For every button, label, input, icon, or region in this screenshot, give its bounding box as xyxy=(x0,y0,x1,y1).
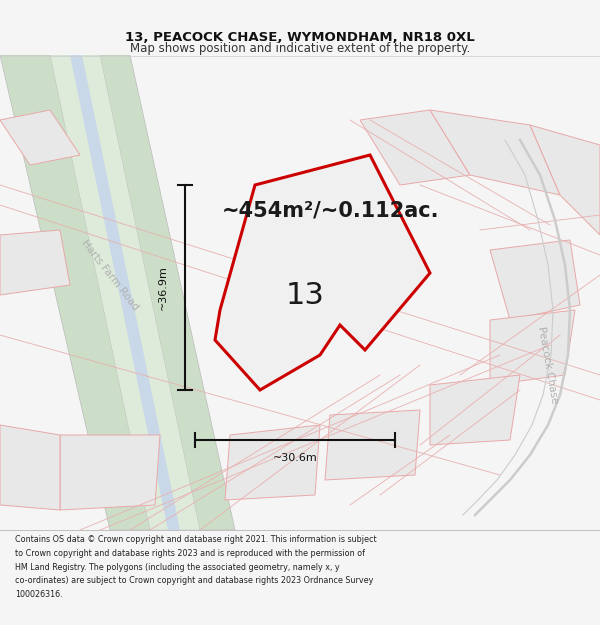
Text: to Crown copyright and database rights 2023 and is reproduced with the permissio: to Crown copyright and database rights 2… xyxy=(15,549,365,558)
Polygon shape xyxy=(360,110,470,185)
Polygon shape xyxy=(325,410,420,480)
Text: Harts Farm Road: Harts Farm Road xyxy=(80,238,140,312)
Text: Contains OS data © Crown copyright and database right 2021. This information is : Contains OS data © Crown copyright and d… xyxy=(15,535,377,544)
Polygon shape xyxy=(430,110,560,195)
Polygon shape xyxy=(0,425,60,510)
Text: 13, PEACOCK CHASE, WYMONDHAM, NR18 0XL: 13, PEACOCK CHASE, WYMONDHAM, NR18 0XL xyxy=(125,31,475,44)
Polygon shape xyxy=(225,425,320,500)
Text: HM Land Registry. The polygons (including the associated geometry, namely x, y: HM Land Registry. The polygons (includin… xyxy=(15,562,340,571)
Text: Peacock Chase: Peacock Chase xyxy=(536,326,560,404)
Text: ~36.9m: ~36.9m xyxy=(158,265,168,310)
Text: 100026316.: 100026316. xyxy=(15,590,62,599)
Polygon shape xyxy=(490,240,580,320)
Polygon shape xyxy=(70,55,180,530)
Polygon shape xyxy=(530,125,600,235)
Text: Map shows position and indicative extent of the property.: Map shows position and indicative extent… xyxy=(130,42,470,55)
Text: co-ordinates) are subject to Crown copyright and database rights 2023 Ordnance S: co-ordinates) are subject to Crown copyr… xyxy=(15,576,373,585)
Polygon shape xyxy=(0,55,235,530)
Polygon shape xyxy=(0,230,70,295)
Text: ~30.6m: ~30.6m xyxy=(272,453,317,463)
Polygon shape xyxy=(430,375,520,445)
Text: ~454m²/~0.112ac.: ~454m²/~0.112ac. xyxy=(221,200,439,220)
Text: 13: 13 xyxy=(286,281,325,309)
Polygon shape xyxy=(0,110,80,165)
Polygon shape xyxy=(490,310,575,385)
Polygon shape xyxy=(215,155,430,390)
Polygon shape xyxy=(60,435,160,510)
Polygon shape xyxy=(50,55,200,530)
